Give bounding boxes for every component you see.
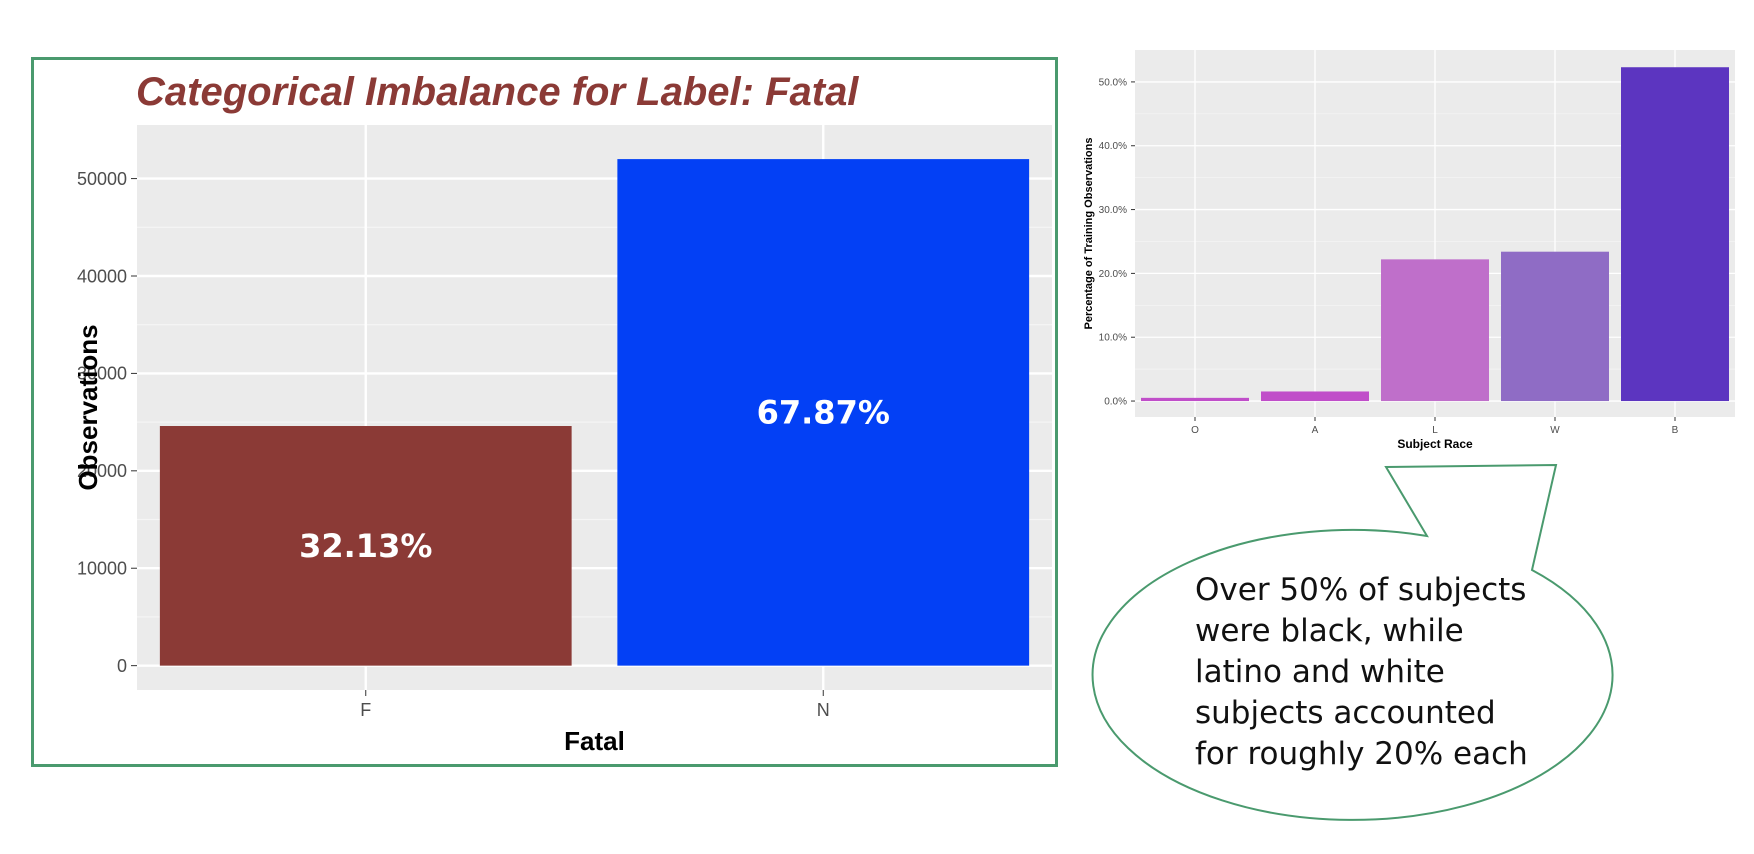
y-axis-title: Percentage of Training Observations bbox=[1083, 138, 1095, 330]
y-tick-label: 0 bbox=[117, 656, 127, 676]
chart-title: Categorical Imbalance for Label: Fatal bbox=[136, 70, 859, 114]
x-tick-label: A bbox=[1312, 425, 1319, 436]
bar-o bbox=[1141, 397, 1249, 402]
callout-line: latino and white bbox=[1195, 654, 1445, 690]
x-tick-label: N bbox=[817, 700, 830, 720]
x-tick-label: L bbox=[1432, 425, 1438, 436]
bar-l bbox=[1381, 259, 1489, 402]
y-tick-label: 20.0% bbox=[1099, 269, 1127, 280]
bar-n bbox=[617, 159, 1030, 666]
y-tick-label: 50.0% bbox=[1099, 77, 1127, 88]
y-axis-title: Observations bbox=[73, 324, 103, 490]
callout-line: subjects accounted bbox=[1195, 695, 1496, 731]
bar-b bbox=[1621, 67, 1729, 402]
x-tick-label: W bbox=[1550, 425, 1560, 436]
y-tick-label: 0.0% bbox=[1104, 397, 1127, 408]
callout-text: Over 50% of subjects were black, while l… bbox=[1195, 570, 1555, 775]
y-tick-label: 50000 bbox=[77, 169, 127, 189]
x-tick-label: O bbox=[1191, 425, 1199, 436]
y-tick-label: 10.0% bbox=[1099, 333, 1127, 344]
x-tick-label: B bbox=[1672, 425, 1679, 436]
bar-f bbox=[159, 426, 572, 666]
y-tick-label: 20000 bbox=[77, 461, 127, 481]
x-axis-title: Subject Race bbox=[1397, 437, 1473, 451]
subject-race-bar-chart: 0.0% 10.0% 20.0% 30.0% 40.0% 50.0% O A L W B Subjec… bbox=[1083, 50, 1735, 451]
data-label: 32.13% bbox=[299, 527, 432, 565]
bar-a bbox=[1261, 391, 1369, 402]
fatal-chart-frame: 32.13% 67.87% 0 10000 20000 30000 40000 50000 F N… bbox=[31, 57, 1058, 767]
speech-bubble-outline bbox=[1091, 463, 1614, 821]
x-tick-label: F bbox=[360, 700, 371, 720]
bar-w bbox=[1501, 251, 1609, 402]
callout-line: were black, while bbox=[1195, 613, 1464, 649]
fatal-bar-chart: 32.13% 67.87% 0 10000 20000 30000 40000 50000 F N… bbox=[73, 70, 1052, 756]
data-label: 67.87% bbox=[757, 394, 890, 432]
x-axis-title: Fatal bbox=[564, 726, 625, 756]
y-tick-label: 40000 bbox=[77, 266, 127, 286]
y-tick-label: 30000 bbox=[77, 364, 127, 384]
y-tick-label: 40.0% bbox=[1099, 141, 1127, 152]
y-tick-label: 10000 bbox=[77, 559, 127, 579]
y-tick-label: 30.0% bbox=[1099, 205, 1127, 216]
callout-line: for roughly 20% each bbox=[1195, 736, 1528, 772]
callout-line: Over 50% of subjects bbox=[1195, 572, 1527, 608]
